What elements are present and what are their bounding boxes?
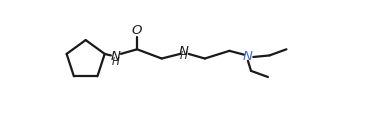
- Text: N: N: [178, 45, 188, 58]
- Text: N: N: [243, 50, 253, 63]
- Text: H: H: [180, 51, 187, 61]
- Text: H: H: [112, 57, 119, 67]
- Text: O: O: [132, 23, 142, 37]
- Text: N: N: [110, 50, 120, 63]
